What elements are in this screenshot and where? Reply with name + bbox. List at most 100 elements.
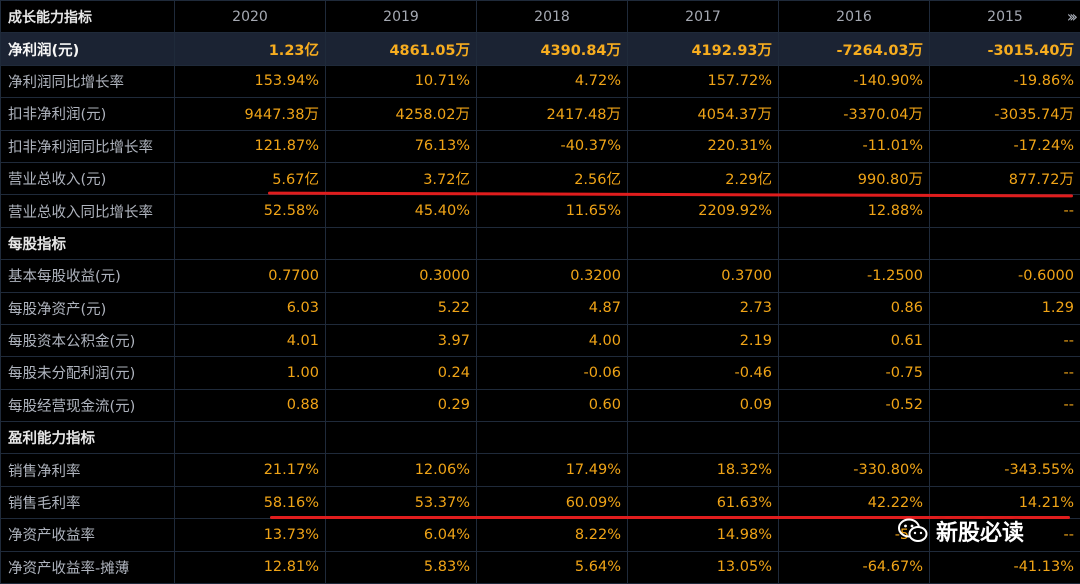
value-cell-2018: -0.06: [477, 357, 628, 389]
year-tab-2015[interactable]: 2015: [930, 1, 1080, 33]
value-cell-2018: 5.64%: [477, 551, 628, 583]
value-cell-2018: -40.37%: [477, 130, 628, 162]
row-label: 营业总收入(元): [1, 162, 175, 194]
value-cell-2018: 60.09%: [477, 486, 628, 518]
empty-cell: [628, 227, 779, 259]
value-cell-2016: -7264.03万: [779, 33, 930, 65]
value-cell-2016: -64.67%: [779, 551, 930, 583]
year-tab-2016[interactable]: 2016: [779, 1, 930, 33]
year-tab-2019[interactable]: 2019: [326, 1, 477, 33]
value-cell-2016: -3370.04万: [779, 98, 930, 130]
value-cell-2020: 0.88: [175, 389, 326, 421]
value-cell-2020: 153.94%: [175, 65, 326, 97]
value-cell-2016: -330.80%: [779, 454, 930, 486]
value-cell-2018: 4390.84万: [477, 33, 628, 65]
value-cell-2019: 45.40%: [326, 195, 477, 227]
empty-cell: [326, 422, 477, 454]
value-cell-2019: 12.06%: [326, 454, 477, 486]
row-label: 基本每股收益(元): [1, 260, 175, 292]
year-tab-2018[interactable]: 2018: [477, 1, 628, 33]
value-cell-2017: -0.46: [628, 357, 779, 389]
value-cell-2020: 21.17%: [175, 454, 326, 486]
value-cell-2019: 0.24: [326, 357, 477, 389]
value-cell-2018: 11.65%: [477, 195, 628, 227]
empty-cell: [779, 227, 930, 259]
row-label: 净利润同比增长率: [1, 65, 175, 97]
section-row-profitability: 盈利能力指标: [1, 422, 1080, 454]
value-cell-2017: 0.09: [628, 389, 779, 421]
header-row: 成长能力指标 2020 2019 2018 2017 2016 2015: [1, 1, 1080, 33]
value-cell-2017: 2.29亿: [628, 162, 779, 194]
wechat-icon: [898, 518, 928, 544]
value-cell-2015: -3015.40万: [930, 33, 1080, 65]
row-label: 每股未分配利润(元): [1, 357, 175, 389]
value-cell-2017: 0.3700: [628, 260, 779, 292]
row-label: 扣非净利润(元): [1, 98, 175, 130]
empty-cell: [175, 422, 326, 454]
value-cell-2020: 6.03: [175, 292, 326, 324]
row-label: 扣非净利润同比增长率: [1, 130, 175, 162]
value-cell-2015: --: [930, 195, 1080, 227]
row-label: 每股净资产(元): [1, 292, 175, 324]
value-cell-2017: 220.31%: [628, 130, 779, 162]
section-title: 每股指标: [1, 227, 175, 259]
section-title: 盈利能力指标: [1, 422, 175, 454]
value-cell-2015: 1.29: [930, 292, 1080, 324]
value-cell-2018: 4.00: [477, 324, 628, 356]
value-cell-2016: -11.01%: [779, 130, 930, 162]
row-label: 净利润(元): [1, 33, 175, 65]
empty-cell: [930, 227, 1080, 259]
value-cell-2018: 0.3200: [477, 260, 628, 292]
value-cell-2019: 3.72亿: [326, 162, 477, 194]
row-label: 营业总收入同比增长率: [1, 195, 175, 227]
value-cell-2020: 5.67亿: [175, 162, 326, 194]
value-cell-2015: -343.55%: [930, 454, 1080, 486]
value-cell-2017: 61.63%: [628, 486, 779, 518]
value-cell-2017: 157.72%: [628, 65, 779, 97]
value-cell-2019: 0.29: [326, 389, 477, 421]
watermark: 新股必读: [898, 515, 1024, 547]
year-tab-2017[interactable]: 2017: [628, 1, 779, 33]
value-cell-2020: 12.81%: [175, 551, 326, 583]
value-cell-2018: 8.22%: [477, 519, 628, 551]
section-title-growth: 成长能力指标: [1, 1, 175, 33]
value-cell-2016: 990.80万: [779, 162, 930, 194]
row-label: 销售净利率: [1, 454, 175, 486]
value-cell-2016: -140.90%: [779, 65, 930, 97]
value-cell-2015: -0.6000: [930, 260, 1080, 292]
value-cell-2015: 877.72万: [930, 162, 1080, 194]
watermark-text: 新股必读: [936, 515, 1024, 547]
value-cell-2016: 42.22%: [779, 486, 930, 518]
row-label: 销售毛利率: [1, 486, 175, 518]
value-cell-2020: 121.87%: [175, 130, 326, 162]
value-cell-2020: 1.23亿: [175, 33, 326, 65]
value-cell-2020: 9447.38万: [175, 98, 326, 130]
value-cell-2020: 1.00: [175, 357, 326, 389]
value-cell-2016: 12.88%: [779, 195, 930, 227]
section-row-per-share: 每股指标: [1, 227, 1080, 259]
value-cell-2017: 2209.92%: [628, 195, 779, 227]
value-cell-2019: 76.13%: [326, 130, 477, 162]
value-cell-2018: 2.56亿: [477, 162, 628, 194]
value-cell-2015: -17.24%: [930, 130, 1080, 162]
year-tab-2020[interactable]: 2020: [175, 1, 326, 33]
value-cell-2015: --: [930, 389, 1080, 421]
value-cell-2017: 18.32%: [628, 454, 779, 486]
double-chevron-right-icon[interactable]: ›››: [1067, 7, 1074, 26]
empty-cell: [930, 422, 1080, 454]
value-cell-2017: 13.05%: [628, 551, 779, 583]
value-cell-2019: 0.3000: [326, 260, 477, 292]
value-cell-2019: 4258.02万: [326, 98, 477, 130]
value-cell-2016: -0.75: [779, 357, 930, 389]
value-cell-2019: 10.71%: [326, 65, 477, 97]
row-label: 净资产收益率: [1, 519, 175, 551]
